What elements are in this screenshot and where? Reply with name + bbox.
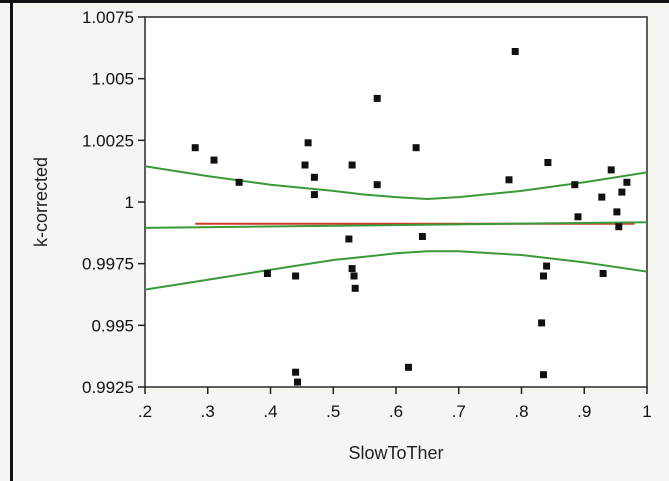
data-point xyxy=(618,188,626,196)
data-point xyxy=(540,272,547,280)
data-point xyxy=(607,166,615,174)
y-tick-label: 0.995 xyxy=(91,316,134,335)
data-point xyxy=(294,378,301,386)
x-axis-title: SlowToTher xyxy=(348,443,443,463)
x-tick-label: .4 xyxy=(263,402,277,421)
data-point xyxy=(191,144,199,152)
data-point xyxy=(613,208,621,216)
x-tick-label: .6 xyxy=(389,402,403,421)
y-tick-label: 1.005 xyxy=(91,70,134,89)
y-tick-label: 1.0075 xyxy=(82,8,134,27)
x-tick-label: 1 xyxy=(642,402,651,421)
data-point xyxy=(304,139,312,147)
data-point xyxy=(345,235,353,243)
data-point xyxy=(263,270,271,277)
data-point xyxy=(599,270,607,277)
x-tick-label: .3 xyxy=(201,402,215,421)
data-point xyxy=(373,181,381,189)
data-point xyxy=(350,272,358,280)
data-point xyxy=(351,284,359,292)
data-point xyxy=(543,262,551,270)
x-tick-label: .2 xyxy=(138,402,152,421)
data-point xyxy=(310,173,318,181)
data-point xyxy=(348,265,356,273)
data-point xyxy=(598,193,606,201)
data-point xyxy=(292,272,300,280)
data-point xyxy=(511,48,519,55)
line-lower-band xyxy=(144,250,648,291)
data-point xyxy=(505,176,513,184)
data-point xyxy=(540,371,547,379)
x-tick-label: .7 xyxy=(452,402,466,421)
data-point xyxy=(574,213,582,221)
data-point xyxy=(571,181,579,189)
y-tick-label: 0.9925 xyxy=(82,378,134,397)
data-point xyxy=(405,363,412,371)
data-point xyxy=(348,161,356,169)
frame-border-left xyxy=(10,0,13,481)
y-tick-label: 1.0025 xyxy=(82,131,134,150)
data-point xyxy=(373,94,381,102)
frame-border-top xyxy=(0,0,669,3)
data-point xyxy=(235,178,243,186)
data-point xyxy=(615,223,623,231)
data-point xyxy=(412,144,420,152)
data-point xyxy=(210,156,218,164)
x-tick-label: .8 xyxy=(514,402,528,421)
y-tick-label: 0.9975 xyxy=(82,255,134,274)
data-point xyxy=(292,368,300,376)
data-point xyxy=(301,161,309,169)
points-layer xyxy=(191,48,631,386)
x-tick-label: .9 xyxy=(577,402,591,421)
y-axis: 1.0075 1.005 1.0025 1 0.9975 0.995 0.9925 xyxy=(82,8,145,397)
data-point xyxy=(544,159,552,166)
data-point xyxy=(623,178,631,186)
x-tick-label: .5 xyxy=(326,402,340,421)
y-tick-label: 1 xyxy=(125,193,134,212)
line-upper-band xyxy=(144,165,648,201)
line-mean xyxy=(144,221,648,229)
data-point xyxy=(418,233,426,240)
data-point xyxy=(538,319,546,327)
plot-area xyxy=(144,16,648,388)
x-axis: .2 .3 .4 .5 .6 .7 .8 .9 1 xyxy=(138,387,652,421)
series-layer xyxy=(144,165,648,291)
y-axis-title: k-corrected xyxy=(31,157,51,247)
data-point xyxy=(310,191,318,199)
